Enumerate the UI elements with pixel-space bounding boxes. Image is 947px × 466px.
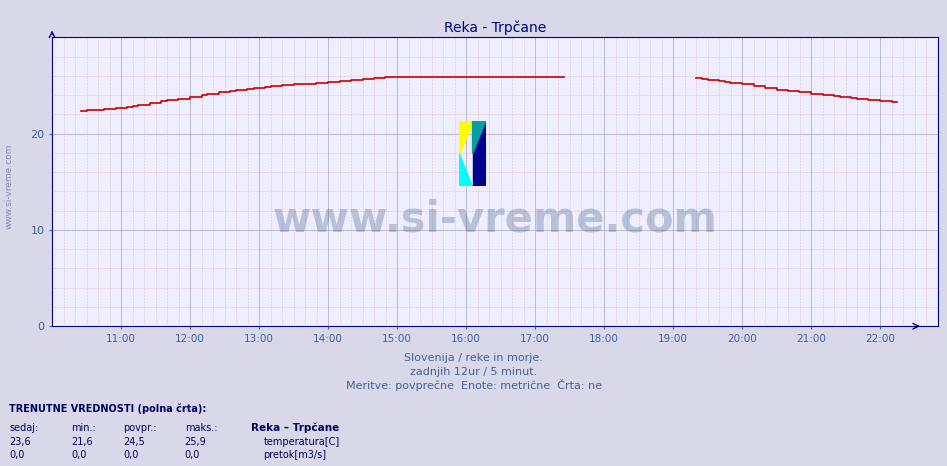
Text: sedaj:: sedaj: [9, 423, 39, 433]
Text: 21,6: 21,6 [71, 437, 93, 447]
Text: Reka – Trpčane: Reka – Trpčane [251, 423, 339, 433]
Text: Slovenija / reke in morje.: Slovenija / reke in morje. [404, 353, 543, 363]
Text: www.si-vreme.com: www.si-vreme.com [5, 144, 14, 229]
Polygon shape [459, 121, 473, 154]
Text: povpr.:: povpr.: [123, 423, 156, 433]
Text: 0,0: 0,0 [71, 450, 86, 459]
Text: 24,5: 24,5 [123, 437, 145, 447]
Polygon shape [459, 154, 473, 186]
Text: pretok[m3/s]: pretok[m3/s] [263, 450, 327, 459]
Text: www.si-vreme.com: www.si-vreme.com [273, 199, 717, 240]
Text: 23,6: 23,6 [9, 437, 31, 447]
Polygon shape [473, 121, 486, 154]
Text: Meritve: povprečne  Enote: metrične  Črta: ne: Meritve: povprečne Enote: metrične Črta:… [346, 379, 601, 391]
Text: 25,9: 25,9 [185, 437, 206, 447]
Polygon shape [473, 121, 486, 186]
Text: min.:: min.: [71, 423, 96, 433]
Title: Reka - Trpčane: Reka - Trpčane [444, 20, 545, 35]
Text: 0,0: 0,0 [185, 450, 200, 459]
Text: 0,0: 0,0 [123, 450, 138, 459]
Text: zadnjih 12ur / 5 minut.: zadnjih 12ur / 5 minut. [410, 367, 537, 377]
Text: TRENUTNE VREDNOSTI (polna črta):: TRENUTNE VREDNOSTI (polna črta): [9, 404, 206, 414]
Text: temperatura[C]: temperatura[C] [263, 437, 340, 447]
Text: 0,0: 0,0 [9, 450, 25, 459]
Text: maks.:: maks.: [185, 423, 217, 433]
